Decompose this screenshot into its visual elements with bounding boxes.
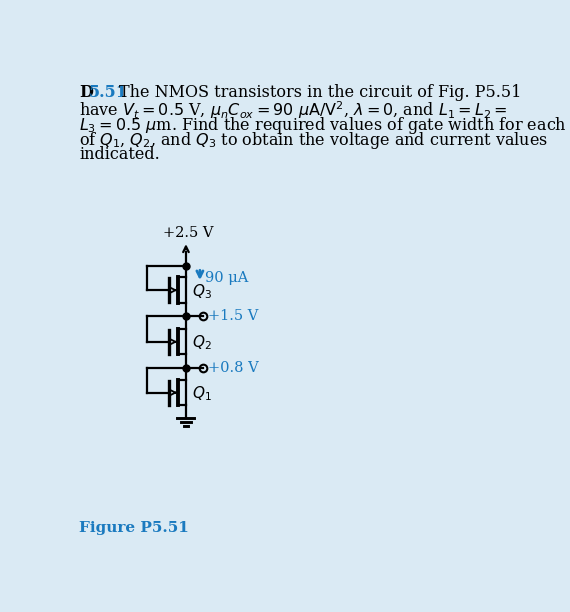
Text: 90 μA: 90 μA <box>205 271 249 285</box>
Text: 5.51: 5.51 <box>89 84 128 101</box>
Text: +2.5 V: +2.5 V <box>162 226 213 240</box>
Text: $Q_2$: $Q_2$ <box>192 334 212 353</box>
Text: +1.5 V: +1.5 V <box>209 309 259 323</box>
Text: have $V_t = 0.5$ V, $\mu_n C_{ox} = 90\ \mu\mathrm{A/V}^2$, $\lambda = 0$, and $: have $V_t = 0.5$ V, $\mu_n C_{ox} = 90\ … <box>79 100 508 121</box>
Text: +0.8 V: +0.8 V <box>209 360 259 375</box>
Text: The NMOS transistors in the circuit of Fig. P5.51: The NMOS transistors in the circuit of F… <box>119 84 522 101</box>
Text: $Q_3$: $Q_3$ <box>192 282 212 301</box>
Text: D: D <box>79 84 93 101</box>
Text: of $Q_1$, $Q_2$, and $Q_3$ to obtain the voltage and current values: of $Q_1$, $Q_2$, and $Q_3$ to obtain the… <box>79 130 548 151</box>
Text: $Q_1$: $Q_1$ <box>192 384 212 403</box>
Text: $L_3 = 0.5\ \mu$m. Find the required values of gate width for each: $L_3 = 0.5\ \mu$m. Find the required val… <box>79 115 567 136</box>
Text: indicated.: indicated. <box>79 146 160 163</box>
Text: Figure P5.51: Figure P5.51 <box>79 521 189 536</box>
